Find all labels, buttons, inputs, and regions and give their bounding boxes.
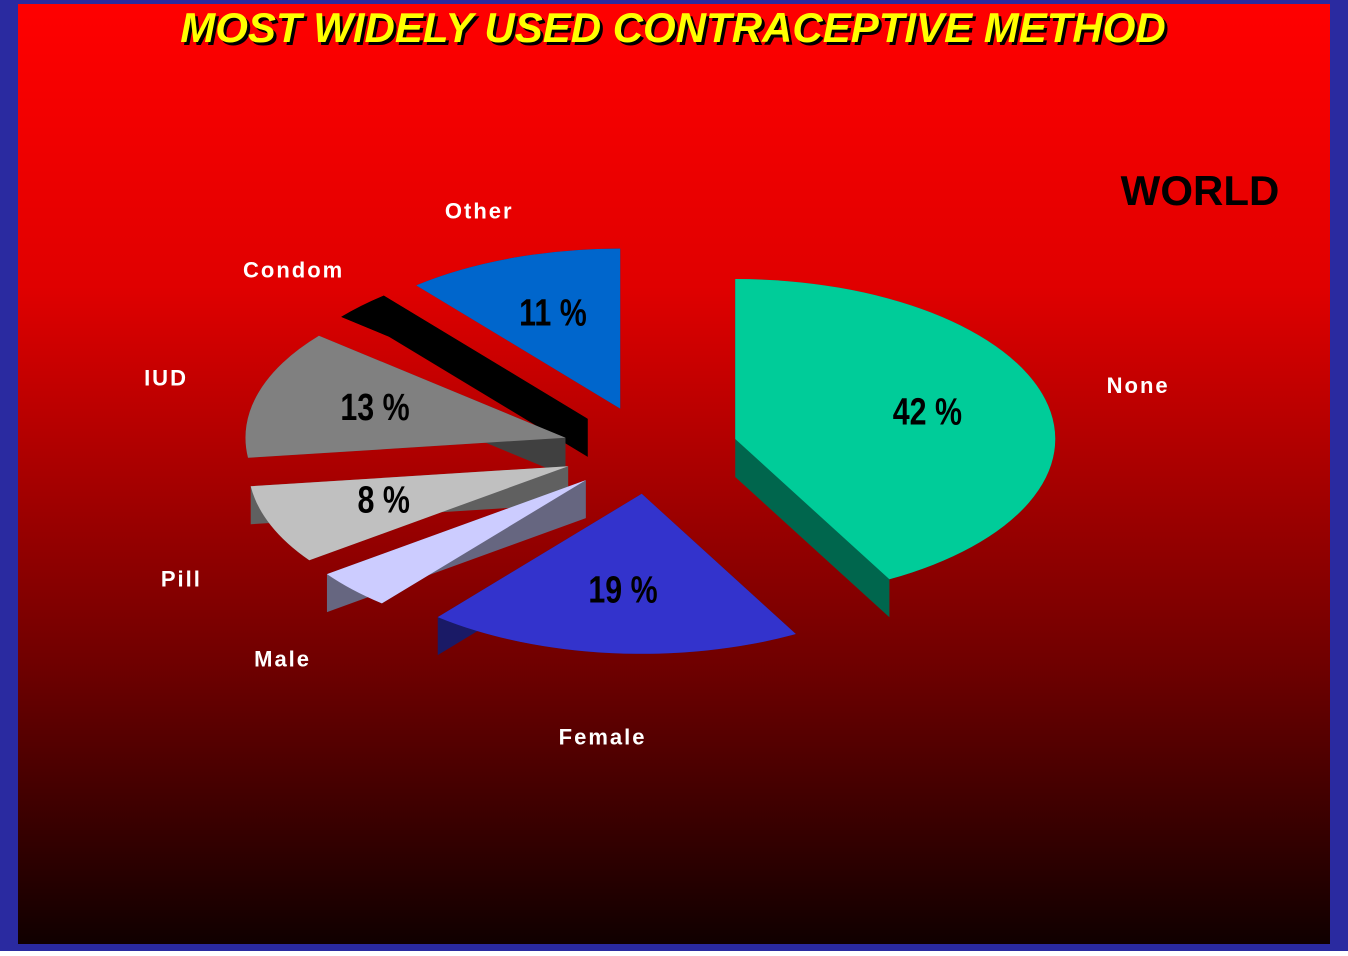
slice	[250, 466, 569, 599]
value-label: 13 %	[340, 387, 409, 429]
slice-top	[437, 493, 796, 654]
slice-top	[250, 466, 569, 561]
slice-side	[326, 480, 586, 642]
slice	[326, 480, 586, 642]
slice-top	[245, 335, 566, 458]
category-label: Pill	[161, 567, 202, 592]
pie: None 42 % Female 19 % Male Pill 8 % IUD 13 % Cond…	[144, 199, 1170, 750]
category-label: Other	[445, 199, 514, 224]
slice	[735, 279, 1056, 618]
value-label: 19 %	[588, 569, 657, 611]
category-label: None	[1107, 373, 1170, 398]
value-label: 42 %	[893, 391, 962, 433]
chart-title: MOST WIDELY USED CONTRACEPTIVE METHOD	[180, 4, 1165, 51]
slice	[341, 295, 588, 457]
category-label: Condom	[243, 258, 344, 283]
slice-top	[416, 248, 621, 409]
slice-top	[735, 279, 1056, 580]
chart-title-shadow: MOST WIDELY USED CONTRACEPTIVE METHOD	[183, 7, 1168, 54]
slice-top	[341, 295, 588, 419]
background	[18, 4, 1330, 944]
category-label: Female	[559, 725, 647, 750]
chart-subtitle: WORLD	[1121, 167, 1280, 214]
slice	[437, 493, 796, 692]
slice	[416, 248, 621, 447]
slice-top	[326, 480, 586, 604]
category-label: Male	[254, 646, 311, 671]
slice	[245, 335, 566, 496]
category-label: IUD	[144, 366, 188, 391]
value-label: 11 %	[519, 292, 587, 334]
value-label: 8 %	[358, 480, 410, 522]
